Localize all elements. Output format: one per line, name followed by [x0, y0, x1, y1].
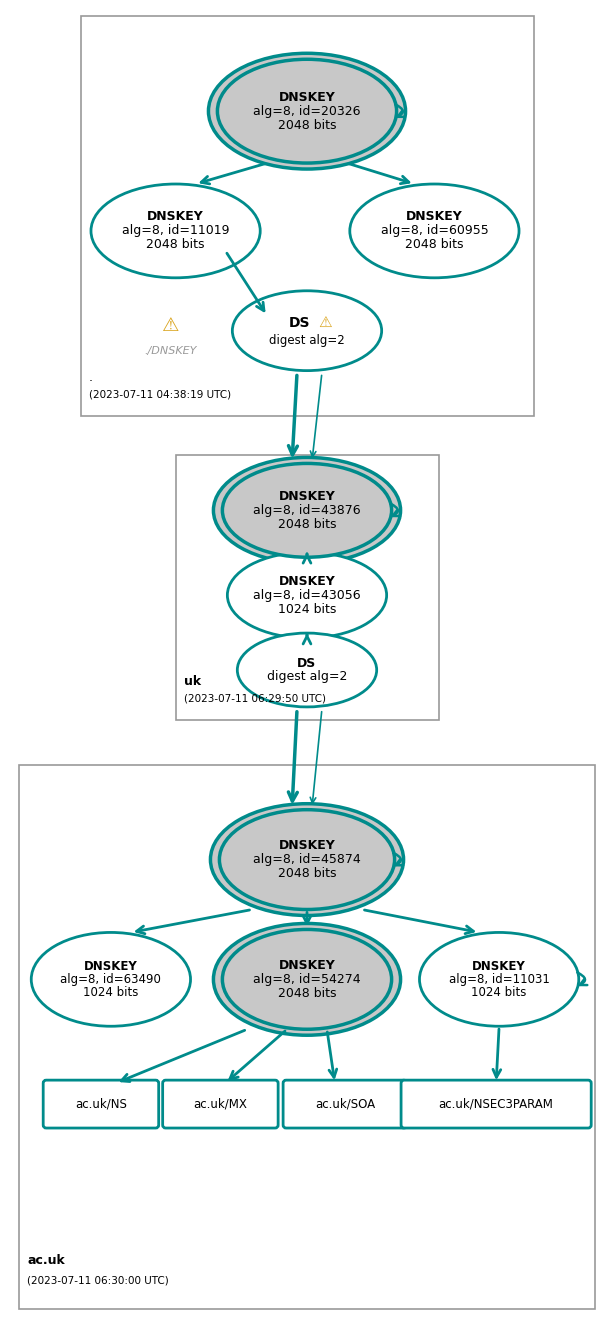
Ellipse shape: [227, 552, 387, 639]
Text: DS: DS: [297, 657, 317, 669]
Text: .: .: [89, 371, 93, 384]
Text: DNSKEY: DNSKEY: [279, 840, 335, 852]
Ellipse shape: [419, 933, 579, 1026]
Ellipse shape: [350, 184, 519, 277]
Ellipse shape: [91, 184, 260, 277]
Text: digest alg=2: digest alg=2: [267, 670, 347, 684]
Text: ⚠: ⚠: [162, 316, 180, 335]
Ellipse shape: [31, 933, 191, 1026]
Ellipse shape: [208, 53, 406, 169]
Text: ac.uk/NS: ac.uk/NS: [75, 1097, 127, 1110]
Bar: [175, 456, 440, 720]
Text: (2023-07-11 04:38:19 UTC): (2023-07-11 04:38:19 UTC): [89, 389, 231, 400]
Text: (2023-07-11 06:29:50 UTC): (2023-07-11 06:29:50 UTC): [183, 694, 326, 704]
Text: DNSKEY: DNSKEY: [84, 960, 138, 973]
FancyBboxPatch shape: [162, 1080, 278, 1128]
Text: alg=8, id=11031: alg=8, id=11031: [449, 973, 550, 986]
FancyBboxPatch shape: [43, 1080, 159, 1128]
Text: ac.uk/SOA: ac.uk/SOA: [314, 1097, 375, 1110]
Text: DNSKEY: DNSKEY: [406, 211, 463, 224]
Text: ⚠: ⚠: [318, 315, 332, 331]
Ellipse shape: [223, 464, 392, 557]
Text: uk: uk: [183, 674, 200, 688]
Bar: [81, 16, 534, 416]
Text: 1024 bits: 1024 bits: [83, 986, 139, 998]
Text: 2048 bits: 2048 bits: [405, 239, 463, 252]
Text: 1024 bits: 1024 bits: [471, 986, 527, 998]
Text: 2048 bits: 2048 bits: [278, 866, 337, 880]
Ellipse shape: [213, 924, 400, 1036]
Text: ac.uk/NSEC3PARAM: ac.uk/NSEC3PARAM: [439, 1097, 554, 1110]
FancyBboxPatch shape: [401, 1080, 591, 1128]
Text: DNSKEY: DNSKEY: [279, 491, 335, 503]
Text: 1024 bits: 1024 bits: [278, 603, 336, 616]
Text: ac.uk: ac.uk: [27, 1254, 65, 1266]
Ellipse shape: [213, 457, 400, 564]
Text: DNSKEY: DNSKEY: [279, 958, 335, 972]
Text: alg=8, id=54274: alg=8, id=54274: [253, 973, 361, 986]
Text: ac.uk/MX: ac.uk/MX: [194, 1097, 247, 1110]
Text: 2048 bits: 2048 bits: [147, 239, 205, 252]
Text: DNSKEY: DNSKEY: [279, 575, 335, 588]
Text: DS: DS: [288, 316, 310, 329]
Text: DNSKEY: DNSKEY: [472, 960, 526, 973]
Text: DNSKEY: DNSKEY: [279, 91, 335, 104]
Text: alg=8, id=43876: alg=8, id=43876: [253, 504, 361, 517]
Ellipse shape: [210, 804, 403, 916]
Text: alg=8, id=20326: alg=8, id=20326: [253, 105, 360, 117]
Text: alg=8, id=43056: alg=8, id=43056: [253, 589, 361, 601]
Text: ./DNSKEY: ./DNSKEY: [145, 345, 197, 356]
Text: alg=8, id=11019: alg=8, id=11019: [122, 224, 229, 237]
Text: alg=8, id=45874: alg=8, id=45874: [253, 853, 361, 866]
Text: 2048 bits: 2048 bits: [278, 517, 337, 531]
Text: (2023-07-11 06:30:00 UTC): (2023-07-11 06:30:00 UTC): [27, 1276, 169, 1286]
Ellipse shape: [223, 929, 392, 1029]
FancyBboxPatch shape: [283, 1080, 406, 1128]
Ellipse shape: [232, 291, 382, 371]
Text: alg=8, id=63490: alg=8, id=63490: [61, 973, 161, 986]
Bar: [19, 765, 595, 1309]
Ellipse shape: [237, 633, 376, 706]
Text: DNSKEY: DNSKEY: [147, 211, 204, 224]
Ellipse shape: [218, 59, 397, 163]
Text: 2048 bits: 2048 bits: [278, 119, 337, 132]
Text: 2048 bits: 2048 bits: [278, 986, 337, 1000]
Text: alg=8, id=60955: alg=8, id=60955: [381, 224, 489, 237]
Text: digest alg=2: digest alg=2: [269, 335, 345, 347]
Ellipse shape: [219, 809, 395, 909]
